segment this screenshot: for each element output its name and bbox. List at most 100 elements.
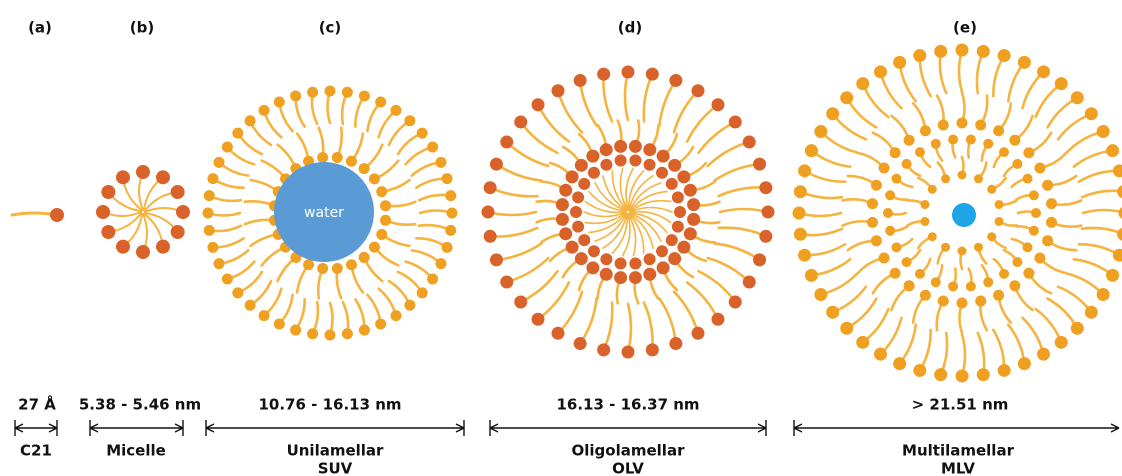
lipid-head xyxy=(684,227,697,240)
lipid-head xyxy=(1097,125,1110,138)
panel-label: (e) xyxy=(953,19,977,37)
lipid-tail xyxy=(558,91,582,133)
lipid-head xyxy=(629,271,642,284)
lipid-head xyxy=(570,206,582,218)
lipid-head xyxy=(445,190,456,201)
lipid-head xyxy=(575,159,588,172)
lipid-head xyxy=(427,273,438,284)
lipid-head xyxy=(171,225,185,239)
lipid-head xyxy=(346,259,357,270)
lipid-head xyxy=(656,245,668,257)
lipid-head xyxy=(958,247,967,256)
lipid-head xyxy=(672,221,684,233)
lipid-head xyxy=(332,263,343,274)
lipid-head xyxy=(490,158,503,171)
lipid-head xyxy=(136,245,150,259)
lipid-head xyxy=(566,170,579,183)
lipid-head xyxy=(274,97,285,108)
lipid-head xyxy=(222,142,233,153)
lipid-head xyxy=(136,165,150,179)
lipid-head xyxy=(753,158,766,171)
lipid-tail xyxy=(507,258,549,282)
lipid-head xyxy=(359,325,370,336)
lipid-head xyxy=(597,68,610,81)
lipid-head xyxy=(380,215,391,226)
lipid-head xyxy=(442,173,453,184)
lipid-head xyxy=(643,143,656,156)
lipid-head xyxy=(116,170,130,184)
lipid-head xyxy=(856,77,869,90)
lipid-head xyxy=(974,174,983,183)
lipid-head xyxy=(938,296,949,307)
lipid-head xyxy=(995,217,1004,226)
lipid-head xyxy=(814,125,827,138)
lipid-head xyxy=(427,142,438,153)
lipid-head xyxy=(376,186,387,197)
lipid-head xyxy=(674,206,686,218)
lipid-head xyxy=(259,310,270,321)
lipid-head xyxy=(798,249,811,262)
lipid-head xyxy=(204,190,215,201)
lipid-head xyxy=(245,300,256,311)
lipid-head xyxy=(1029,190,1039,200)
lipid-tail xyxy=(708,258,750,282)
lipid-head xyxy=(928,185,937,194)
lipid-head xyxy=(794,228,807,241)
lipid-tail xyxy=(1082,228,1122,234)
lipid-head xyxy=(447,208,458,219)
lipid-head xyxy=(317,263,328,274)
lipid-head xyxy=(743,136,756,149)
lipid-tail xyxy=(708,142,750,166)
lipid-head xyxy=(176,205,190,219)
lipid-head xyxy=(600,143,613,156)
lipid-tail xyxy=(603,74,612,121)
lipid-head xyxy=(1106,144,1119,157)
lipid-head xyxy=(666,234,678,246)
lipid-head xyxy=(957,298,968,309)
lipid-head xyxy=(171,185,185,199)
lipid-head xyxy=(622,66,635,79)
lipid-head xyxy=(1009,280,1020,291)
lipid-head xyxy=(156,170,170,184)
lipid-head xyxy=(552,84,565,97)
lipid-head xyxy=(232,128,243,139)
lipid-head xyxy=(1055,77,1068,90)
lipid-tail xyxy=(507,142,549,166)
lipid-head xyxy=(390,105,401,116)
lipid-head xyxy=(1012,159,1022,169)
lipid-head xyxy=(307,328,318,339)
lipid-head xyxy=(259,105,270,116)
core-label: water xyxy=(304,205,344,221)
lipid-head xyxy=(1117,185,1122,198)
lipid-head xyxy=(484,181,497,194)
lipid-head xyxy=(342,328,353,339)
lipid-head xyxy=(938,119,949,130)
core xyxy=(952,203,976,227)
lipid-head xyxy=(711,313,724,326)
lipid-head xyxy=(332,152,343,163)
panel-label: (a) xyxy=(28,19,52,37)
lipid-head xyxy=(1097,288,1110,301)
lipid-head xyxy=(417,128,428,139)
lipid-head xyxy=(404,300,415,311)
lipid-head xyxy=(1106,269,1119,282)
lipid-head xyxy=(359,252,370,263)
lipid-head xyxy=(317,152,328,163)
lipid-head xyxy=(762,206,775,219)
sub-label: OLV xyxy=(612,460,644,476)
lipid-head xyxy=(759,181,772,194)
lipid-head xyxy=(948,281,958,291)
lipid-head xyxy=(672,191,684,203)
lipid-head xyxy=(500,136,513,149)
lipid-head xyxy=(222,273,233,284)
lipid-head xyxy=(687,213,700,226)
lipid-tail xyxy=(496,164,541,180)
lipid-head xyxy=(948,135,958,145)
lipid-head xyxy=(578,178,590,190)
panel-label: (b) xyxy=(130,19,154,37)
lipid-tail xyxy=(604,303,613,350)
lipid-head xyxy=(793,207,806,220)
lipid-head xyxy=(1085,107,1098,120)
lipid-head xyxy=(214,258,225,269)
name-label: Unilamellar xyxy=(287,442,384,460)
